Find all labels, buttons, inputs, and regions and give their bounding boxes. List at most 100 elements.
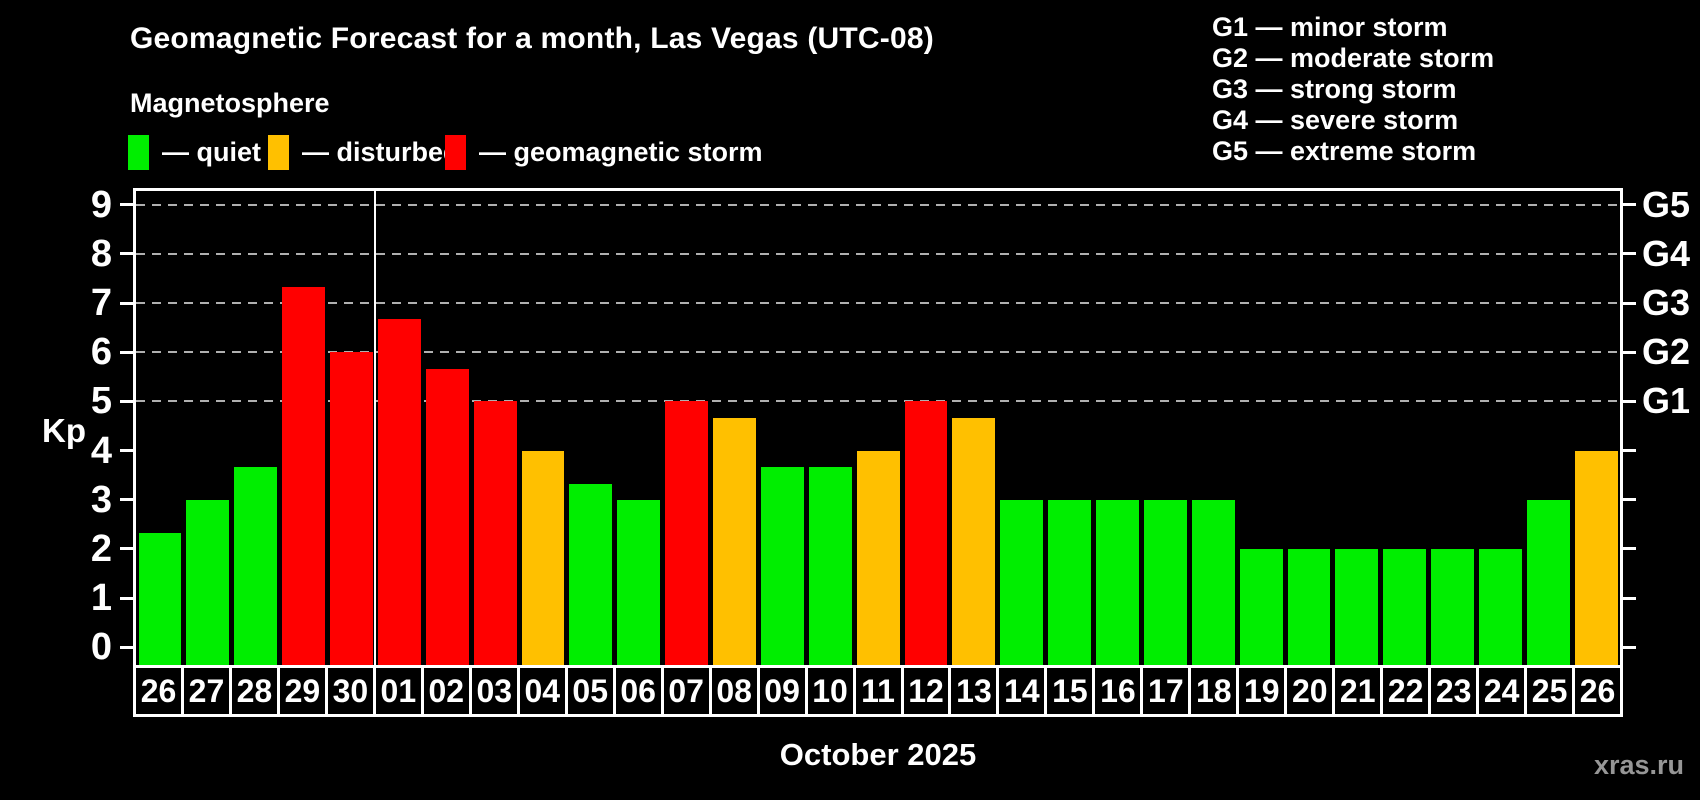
bar-slot-10 <box>806 191 854 665</box>
day-label-16: 16 <box>1092 668 1140 714</box>
bar-slot-18 <box>1189 191 1237 665</box>
kp-bar-day-18 <box>1191 499 1235 665</box>
bar-slot-12 <box>902 191 950 665</box>
y-tick-label-6: 6 <box>90 331 112 374</box>
disturbed-color-swatch <box>268 134 289 170</box>
day-label-23: 23 <box>1428 668 1476 714</box>
g-scale-legend: G1 — minor storm G2 — moderate storm G3 … <box>1212 12 1494 167</box>
kp-bar-day-05 <box>569 483 613 665</box>
kp-bar-day-29 <box>282 286 325 665</box>
month-divider <box>374 191 377 665</box>
x-axis-date-strip: 26 27 28 29 30 01 02 03 04 05 06 07 08 09 10 11 12 13 14 15… <box>133 668 1623 717</box>
bar-slot-26 <box>1572 191 1620 665</box>
y-tick-left-0 <box>120 645 133 649</box>
y-tick-left-8 <box>120 252 133 256</box>
bar-slot-27 <box>184 191 232 665</box>
plot-area: G1 G2 G3 G4 G5 0 1 2 3 4 5 6 7 8 9 <box>91 186 1690 668</box>
bar-slot-11 <box>854 191 902 665</box>
legend-label-disturbed: — disturbed <box>302 136 460 167</box>
bar-slot-30 <box>328 191 376 665</box>
bar-slot-01 <box>375 191 423 665</box>
day-label-20: 20 <box>1284 668 1332 714</box>
y-tick-label-2: 2 <box>90 527 112 570</box>
kp-bar-day-07 <box>665 401 708 665</box>
bar-slot-22 <box>1381 191 1429 665</box>
legend-item-disturbed: — disturbed <box>268 134 460 170</box>
kp-bar-day-10 <box>808 466 852 665</box>
kp-bar-day-16 <box>1096 499 1139 665</box>
day-label-26: 26 <box>1572 668 1620 714</box>
bar-slot-26 <box>136 191 184 665</box>
day-label-14: 14 <box>996 668 1044 714</box>
y-tick-right-3 <box>1623 498 1636 502</box>
kp-bar-day-03 <box>473 401 517 665</box>
gridline-g1 <box>136 400 1620 403</box>
g5-legend-line: G5 — extreme storm <box>1212 136 1477 166</box>
day-label-27: 27 <box>180 668 229 714</box>
legend-item-storm: — geomagnetic storm <box>445 134 763 170</box>
day-label-22: 22 <box>1380 668 1428 714</box>
day-label-06: 06 <box>612 668 661 714</box>
chart-title: Geomagnetic Forecast for a month, Las Ve… <box>130 22 934 55</box>
bar-slot-15 <box>1046 191 1094 665</box>
day-label-03: 03 <box>468 668 517 714</box>
bar-slot-08 <box>711 191 759 665</box>
day-label-30: 30 <box>324 668 373 714</box>
y-tick-right-5 <box>1623 399 1636 403</box>
watermark: xras.ru <box>1593 750 1684 780</box>
y-tick-left-3 <box>120 498 133 502</box>
legend-item-quiet: — quiet <box>128 134 261 170</box>
day-label-02: 02 <box>420 668 469 714</box>
day-label-12: 12 <box>900 668 949 714</box>
y-tick-left-9 <box>120 203 133 207</box>
g4-legend-line: G4 — severe storm <box>1212 105 1459 135</box>
kp-bar-day-27 <box>186 499 230 665</box>
bar-slot-02 <box>423 191 471 665</box>
kp-bar-day-04 <box>521 450 565 665</box>
day-label-25: 25 <box>1524 668 1572 714</box>
y-tick-left-1 <box>120 596 133 600</box>
bar-slot-23 <box>1429 191 1477 665</box>
y-tick-right-8 <box>1623 252 1636 256</box>
storm-color-swatch <box>445 134 466 170</box>
kp-bar-day-20 <box>1287 548 1331 665</box>
day-label-01: 01 <box>372 668 421 714</box>
y-tick-right-9 <box>1623 203 1636 207</box>
kp-bar-day-19 <box>1239 548 1283 665</box>
bar-slot-25 <box>1524 191 1572 665</box>
gridline-g2 <box>136 351 1620 354</box>
y-tick-label-1: 1 <box>90 577 112 620</box>
day-label-05: 05 <box>564 668 613 714</box>
g3-legend-line: G3 — strong storm <box>1212 74 1457 104</box>
y-tick-label-3: 3 <box>90 478 112 521</box>
y-tick-label-5: 5 <box>90 380 112 423</box>
y-tick-right-0 <box>1623 645 1636 649</box>
day-label-26: 26 <box>140 672 177 709</box>
y-tick-left-2 <box>120 547 133 551</box>
bar-slot-06 <box>615 191 663 665</box>
kp-bar-day-14 <box>1000 499 1044 665</box>
right-axis-label-g1: G1 <box>1642 380 1691 422</box>
day-label-29: 29 <box>276 668 325 714</box>
bar-slot-19 <box>1237 191 1285 665</box>
y-tick-label-8: 8 <box>90 232 112 275</box>
day-label-28: 28 <box>228 668 277 714</box>
kp-bar-day-09 <box>760 466 804 665</box>
bar-slot-03 <box>471 191 519 665</box>
g1-legend-line: G1 — minor storm <box>1212 12 1448 42</box>
day-label-18: 18 <box>1188 668 1236 714</box>
kp-bar-day-02 <box>425 368 469 665</box>
kp-bar-day-22 <box>1383 548 1427 665</box>
bar-slot-17 <box>1141 191 1189 665</box>
day-label-24: 24 <box>1476 668 1524 714</box>
day-label-13: 13 <box>948 668 996 714</box>
bar-slot-16 <box>1094 191 1142 665</box>
bar-slot-07 <box>663 191 711 665</box>
right-axis-label-g3: G3 <box>1642 282 1691 324</box>
kp-bar-day-24 <box>1479 548 1522 665</box>
kp-bar-day-21 <box>1335 548 1379 665</box>
chart-subtitle: Magnetosphere <box>130 88 330 118</box>
bar-slot-21 <box>1333 191 1381 665</box>
y-tick-right-1 <box>1623 596 1636 600</box>
kp-bar-day-23 <box>1431 548 1474 665</box>
